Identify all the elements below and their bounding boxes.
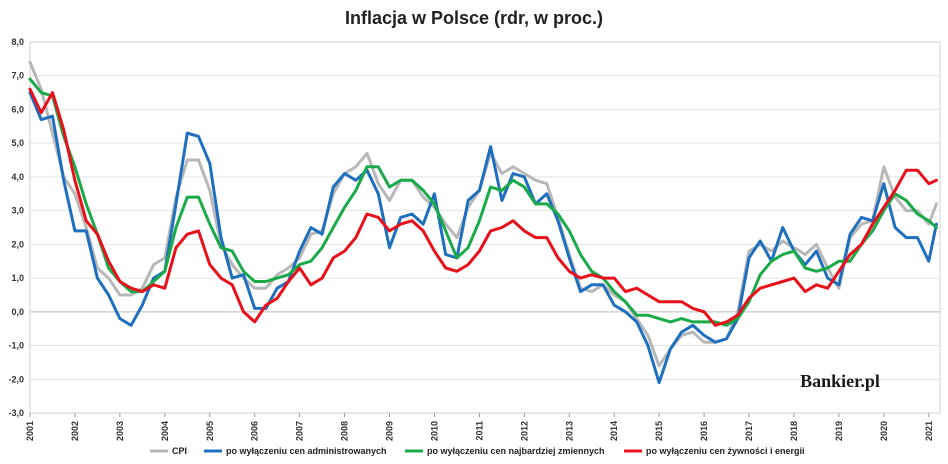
y-tick-label: 0,0	[11, 307, 24, 317]
y-tick-label: 6,0	[11, 104, 24, 114]
legend-label: po wyłączeniu cen żywności i energii	[646, 446, 805, 456]
y-tick-label: -2,0	[8, 374, 24, 384]
x-tick-label: 2018	[789, 421, 799, 441]
plot-border	[29, 41, 941, 414]
x-tick-label: 2016	[699, 421, 709, 441]
legend-label: po wyłączeniu cen administrowanych	[226, 446, 387, 456]
x-tick-label: 2009	[385, 421, 395, 441]
legend-label: CPI	[172, 446, 187, 456]
series-lines	[28, 60, 938, 385]
x-tick-label: 2007	[295, 421, 305, 441]
series-line-3	[28, 77, 938, 327]
x-tick-label: 2005	[205, 421, 215, 441]
x-tick-label: 2008	[340, 421, 350, 441]
brand-watermark: Bankier.pl	[800, 371, 880, 391]
x-tick-label: 2019	[834, 421, 844, 441]
x-tick-label: 2003	[115, 421, 125, 441]
series-line-2	[28, 91, 938, 385]
chart-title: Inflacja w Polsce (rdr, w proc.)	[345, 8, 603, 28]
y-tick-label: 7,0	[11, 71, 24, 81]
y-tick-label: 5,0	[11, 138, 24, 148]
x-tick-label: 2002	[70, 421, 80, 441]
x-axis-ticks: 2001 2002 2003 2004 2005 2006 2007 2008 2009 2010…	[25, 413, 934, 441]
x-tick-label: 2004	[160, 421, 170, 441]
x-tick-label: 2012	[519, 421, 529, 441]
y-tick-label: 8,0	[11, 37, 24, 47]
x-tick-label: 2010	[429, 421, 439, 441]
x-tick-label: 2015	[654, 421, 664, 441]
y-tick-label: 1,0	[11, 273, 24, 283]
x-tick-label: 2021	[924, 421, 934, 441]
x-tick-label: 2006	[250, 421, 260, 441]
y-tick-label: -1,0	[8, 341, 24, 351]
x-tick-label: 2014	[609, 421, 619, 441]
y-tick-label: 4,0	[11, 172, 24, 182]
y-tick-label: -3,0	[8, 408, 24, 418]
y-tick-label: 2,0	[11, 239, 24, 249]
x-tick-label: 2001	[25, 421, 35, 441]
x-tick-label: 2013	[564, 421, 574, 441]
series-line-4	[28, 87, 938, 327]
legend: CPI po wyłączeniu cen administrowanych po …	[150, 446, 805, 456]
legend-label: po wyłączeniu cen najbardziej zmiennych	[427, 446, 605, 456]
x-tick-label: 2011	[474, 421, 484, 441]
y-tick-label: 3,0	[11, 206, 24, 216]
x-tick-label: 2017	[744, 421, 754, 441]
x-tick-label: 2020	[879, 421, 889, 441]
y-axis-ticks: 8,0 7,0 6,0 5,0 4,0 3,0 2,0 1,0 0,0 -1,0 -2,0 -3,0	[8, 37, 24, 418]
gridlines	[29, 41, 941, 414]
